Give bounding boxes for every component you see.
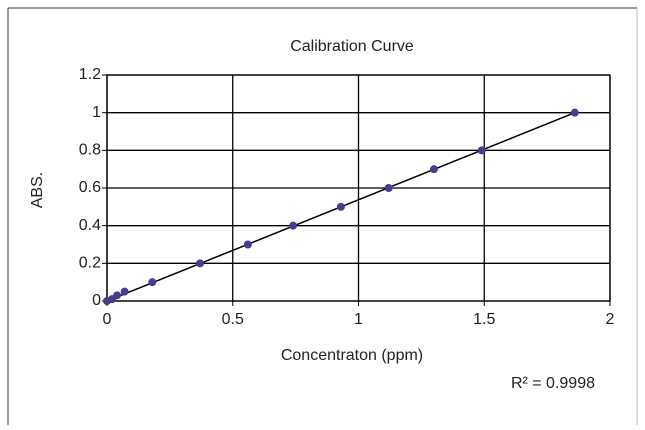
data-point [570,108,579,117]
data-point [243,240,252,249]
data-point [477,146,486,155]
x-tick-label: 1 [354,311,363,328]
y-tick-label: 1 [92,104,101,121]
y-axis-label: ABS. [29,172,46,208]
x-tick-label: 1.5 [473,311,495,328]
data-point [289,221,298,230]
y-tick-label: 0.6 [79,179,101,196]
data-point [148,278,157,287]
data-point [113,291,122,300]
data-point [429,165,438,174]
x-tick-label: 0 [103,311,112,328]
data-point [336,202,345,211]
y-tick-label: 0 [92,292,101,309]
y-tick-label: 0.2 [79,255,101,272]
chart-title: Calibration Curve [290,38,414,55]
data-point [120,287,129,296]
data-point [196,259,205,268]
x-axis-label: Concentraton (ppm) [281,347,423,364]
x-tick-label: 2 [606,311,615,328]
y-tick-label: 0.4 [79,217,101,234]
y-tick-label: 0.8 [79,142,101,159]
data-point [384,184,393,192]
x-tick-label: 0.5 [222,311,244,328]
y-tick-label: 1.2 [79,66,101,83]
annotation: R² = 0.9998 [511,375,595,392]
